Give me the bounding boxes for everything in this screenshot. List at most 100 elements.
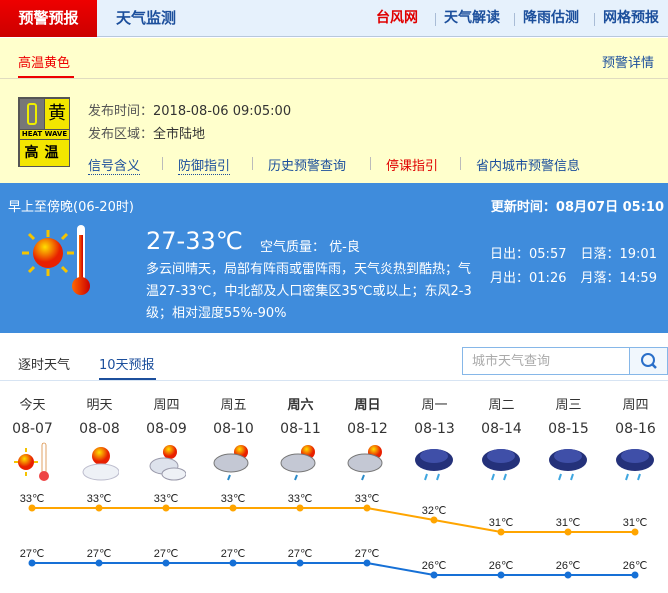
nav-separator [514,13,515,26]
rain-icon [616,449,654,481]
low-temp-point [363,559,371,567]
warning-link[interactable]: 信号含义 [88,155,141,175]
high-temp-label: 33℃ [288,493,313,505]
high-temp-point [497,528,505,536]
low-temp-label: 26℃ [556,560,581,572]
rain-icon [482,449,520,481]
active-tab-underline [99,378,156,380]
high-temp-label: 33℃ [221,493,246,505]
high-temp-label: 33℃ [355,493,380,505]
high-temp-point [430,516,438,524]
day-name: 周二 [488,398,515,413]
day-date: 08-13 [414,421,455,437]
warning-link[interactable]: 历史预警查询 [268,159,347,174]
high-temp-point [296,504,304,512]
high-temp-point [564,528,572,536]
shower-icon [280,445,316,481]
low-temp-point [430,571,438,579]
low-temp-point [28,559,36,567]
low-temp-label: 27℃ [221,548,246,560]
nav-separator [594,13,595,26]
moonrise-label: 月出： [490,271,530,286]
aqi-label: 空气质量： [260,240,326,255]
high-temp-point [28,504,36,512]
day-name: 周一 [421,398,448,413]
day-name: 周四 [153,398,180,413]
nav-link[interactable]: 网格预报 [603,10,659,26]
badge-cn: 高温 [20,140,69,166]
tab-10day[interactable]: 10天预报 [99,358,155,373]
temperature-chart: 33℃ 33℃ 33℃ 33℃ 33℃ 33℃ 32℃ 31℃ 31℃ 31℃ 27℃ 27℃ 27℃ 2… [20,493,647,579]
shower-icon [347,445,383,481]
low-temp-point [95,559,103,567]
cloudy-icon [149,445,186,481]
day-name: 明天 [86,398,113,413]
warning-panel [0,38,668,183]
sunny-hot-icon [22,225,90,295]
badge-level: 黄 [45,99,69,129]
warning-link[interactable]: 停课指引 [386,159,439,174]
sunset-label: 日落： [580,247,620,262]
low-temp-point [631,571,639,579]
sunrise: 05:57 [529,247,567,262]
aqi-value: 优-良 [329,240,360,255]
high-temp-label: 33℃ [154,493,179,505]
temp-range: 27-33℃ [146,227,243,255]
low-temp-line [32,562,635,576]
update-label: 更新时间： [490,200,556,215]
day-date: 08-14 [481,421,522,437]
high-temp-label: 31℃ [556,517,581,529]
warning-link[interactable]: 防御指引 [178,155,231,175]
day-date: 08-07 [12,421,53,437]
day-name: 周四 [622,398,649,413]
day-date: 08-15 [548,421,589,437]
nav-separator [435,13,436,26]
link-separator [252,157,253,170]
nav-link[interactable]: 台风网 [376,10,418,26]
nav-link[interactable]: 降雨估测 [523,10,579,26]
high-temp-point [229,504,237,512]
publish-time: 2018-08-06 09:05:00 [153,104,292,119]
city-search [462,347,668,375]
link-separator [460,157,461,170]
low-temp-point [564,571,572,579]
low-temp-label: 27℃ [355,548,380,560]
search-button[interactable] [629,348,667,374]
high-temp-point [95,504,103,512]
moonset: 14:59 [619,271,657,286]
high-temp-point [631,528,639,536]
tab-heat-yellow[interactable]: 高温黄色 [18,56,71,71]
publish-area-label: 发布区域： [88,127,154,142]
shower-icon [213,445,249,481]
high-temp-label: 32℃ [422,505,447,517]
sunny-hot-icon [14,442,49,481]
high-temp-label: 33℃ [87,493,112,505]
active-tab-underline [18,76,74,78]
update-time: 08月07日 05:10 [555,200,664,215]
day-name: 今天 [19,398,46,413]
rain-icon [549,449,587,481]
link-separator [162,157,163,170]
rain-icon [415,449,453,481]
tab-weather-monitor[interactable]: 天气监测 [116,9,177,27]
heat-wave-yellow-icon: 黄 HEAT WAVE 高温 [18,97,70,167]
divider [0,380,668,381]
tab-hourly[interactable]: 逐时天气 [18,358,71,373]
day-date: 08-09 [146,421,187,437]
high-temp-point [363,504,371,512]
day-name: 周六 [287,398,314,413]
sunrise-label: 日出： [490,247,530,262]
city-search-input[interactable] [463,348,629,374]
partly-cloudy-icon [82,447,119,481]
period: 早上至傍晚(06-20时) [8,200,134,215]
nav-link[interactable]: 天气解读 [444,10,500,26]
low-temp-label: 26℃ [422,560,447,572]
warning-link[interactable]: 省内城市预警信息 [476,159,581,174]
warning-detail-link[interactable]: 预警详情 [601,56,654,71]
day-name: 周日 [354,398,381,413]
day-date: 08-12 [347,421,388,437]
high-temp-point [162,504,170,512]
moonset-label: 月落： [580,271,620,286]
day-date: 08-11 [280,421,321,437]
tab-warning-forecast[interactable]: 预警预报 [0,0,97,37]
